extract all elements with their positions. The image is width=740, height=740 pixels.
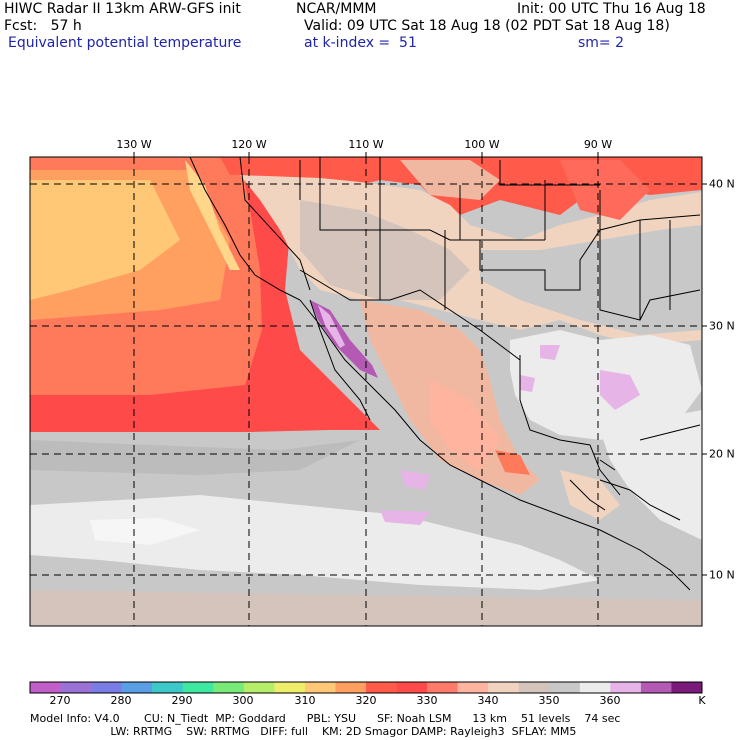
lat-label-30n: 30 N — [709, 319, 735, 333]
colorbar-label-340: 340 — [477, 694, 499, 707]
colorbar-swatch — [335, 682, 367, 693]
colorbar-swatch — [121, 682, 153, 693]
colorbar-label-320: 320 — [355, 694, 377, 707]
colorbar-swatch — [549, 682, 581, 693]
colorbar-label-330: 330 — [416, 694, 438, 707]
colorbar-swatch — [396, 682, 428, 693]
colorbar-swatch — [213, 682, 245, 693]
colorbar-label-290: 290 — [171, 694, 193, 707]
level-label: at k-index = 51 — [304, 35, 417, 51]
colorbar-swatch — [182, 682, 214, 693]
colorbar-label-360: 360 — [599, 694, 621, 707]
colorbar-label-270: 270 — [49, 694, 71, 707]
model-info-line1: Model Info: V4.0 CU: N_Tiedt MP: Goddard… — [30, 712, 621, 725]
colorbar-swatch — [457, 682, 489, 693]
lat-label-20n: 20 N — [709, 447, 735, 461]
colorbar-label-280: 280 — [110, 694, 132, 707]
institution-label: NCAR/MMM — [296, 1, 377, 17]
colorbar-swatch — [366, 682, 397, 693]
valid-time: Valid: 09 UTC Sat 18 Aug 18 (02 PDT Sat … — [304, 18, 670, 34]
smoothing-label: sm= 2 — [578, 35, 625, 51]
field-name: Equivalent potential temperature — [8, 35, 242, 51]
tick-marks — [133, 152, 707, 576]
graticule — [30, 157, 702, 626]
colorbar-unit: K — [698, 694, 706, 707]
colorbar-swatch — [640, 682, 672, 693]
lon-label-120w: 120 W — [231, 138, 267, 151]
lat-label-10n: 10 N — [709, 568, 735, 582]
colorbar-swatch — [610, 682, 642, 693]
lat-label-40n: 40 N — [709, 177, 735, 191]
colorbar-swatch — [671, 682, 703, 693]
lon-label-110w: 110 W — [348, 138, 384, 151]
colorbar-swatch — [30, 682, 61, 693]
colorbar-swatch — [488, 682, 520, 693]
colorbar-swatch — [274, 682, 306, 693]
colorbar-swatch — [243, 682, 275, 693]
colorbar — [29, 681, 703, 694]
model-title: HIWC Radar II 13km ARW-GFS init — [4, 1, 241, 17]
lon-label-130w: 130 W — [116, 138, 152, 151]
colorbar-label-310: 310 — [294, 694, 316, 707]
colorbar-frame — [29, 681, 703, 694]
init-time: Init: 00 UTC Thu 16 Aug 18 — [517, 1, 706, 17]
lon-label-90w: 90 W — [583, 138, 613, 151]
colorbar-swatch — [60, 682, 92, 693]
colorbar-label-300: 300 — [232, 694, 254, 707]
colorbar-swatch — [518, 682, 550, 693]
forecast-hour: Fcst: 57 h — [4, 18, 82, 34]
colorbar-swatch — [427, 682, 458, 693]
colorbar-label-350: 350 — [538, 694, 560, 707]
boundaries — [189, 157, 701, 591]
model-info-line2: LW: RRTMG SW: RRTMG DIFF: full KM: 2D Sm… — [30, 725, 577, 738]
colorbar-swatch — [152, 682, 184, 693]
colorbar-swatch — [91, 682, 122, 693]
lon-label-100w: 100 W — [464, 138, 500, 151]
colorbar-swatch — [304, 682, 336, 693]
colorbar-swatch — [579, 682, 611, 693]
